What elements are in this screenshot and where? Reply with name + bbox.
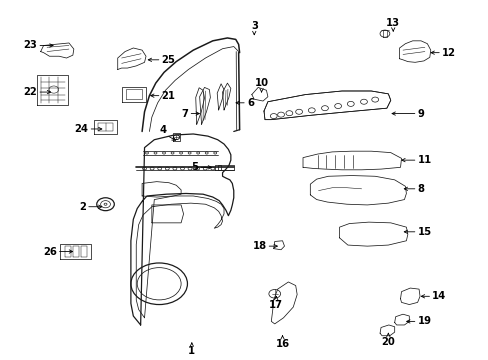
Text: 10: 10 bbox=[254, 78, 268, 89]
Text: 15: 15 bbox=[417, 227, 431, 237]
Text: 1: 1 bbox=[188, 346, 195, 356]
Circle shape bbox=[104, 203, 107, 205]
Text: 13: 13 bbox=[386, 18, 399, 28]
Text: 5: 5 bbox=[191, 162, 198, 172]
Text: 6: 6 bbox=[246, 98, 253, 108]
Text: 12: 12 bbox=[441, 48, 455, 58]
Text: 21: 21 bbox=[161, 91, 175, 101]
Text: 26: 26 bbox=[43, 247, 57, 257]
Text: 24: 24 bbox=[74, 124, 88, 134]
Text: 8: 8 bbox=[417, 184, 424, 194]
Text: 9: 9 bbox=[417, 109, 424, 118]
Text: 2: 2 bbox=[79, 202, 86, 212]
Text: 4: 4 bbox=[159, 125, 166, 135]
Text: 23: 23 bbox=[23, 40, 37, 50]
Text: 3: 3 bbox=[250, 21, 257, 31]
Text: 22: 22 bbox=[23, 87, 37, 97]
Text: 7: 7 bbox=[181, 109, 188, 118]
Text: 19: 19 bbox=[417, 316, 431, 327]
Text: 17: 17 bbox=[269, 300, 283, 310]
Text: 14: 14 bbox=[431, 291, 446, 301]
Text: 18: 18 bbox=[252, 241, 266, 251]
Text: 16: 16 bbox=[275, 339, 289, 349]
Text: 11: 11 bbox=[417, 155, 431, 165]
Text: 25: 25 bbox=[161, 55, 175, 65]
Text: 20: 20 bbox=[381, 337, 394, 347]
